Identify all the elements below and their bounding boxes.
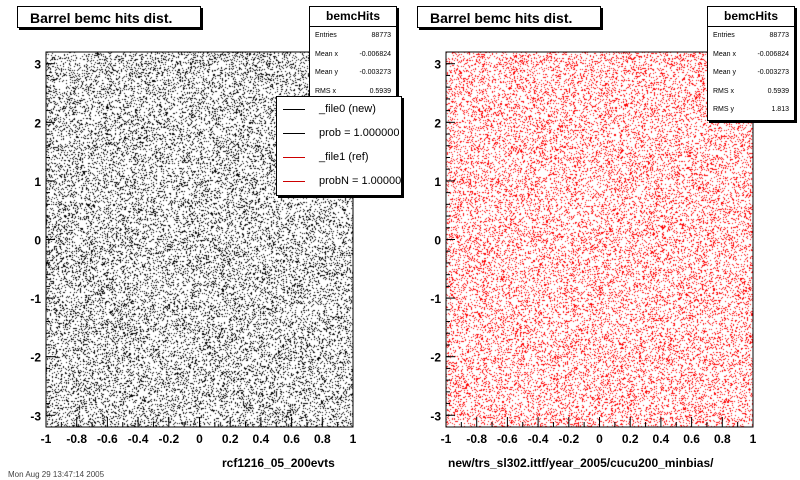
stats-row-mean-y: Mean y -0.003273 (713, 69, 789, 76)
y-tick-label: 2 (434, 116, 441, 130)
y-tick-label: -3 (430, 409, 441, 423)
stats-row-mean-x: Mean x -0.006824 (713, 50, 789, 58)
legend-entry-file1: _file1 (ref) (277, 145, 401, 169)
stats-row-entries: Entries 88773 (713, 32, 789, 39)
stats-title: bemcHits (310, 7, 396, 27)
x-tick-label: -0.4 (528, 432, 549, 446)
scatter-points-canvas (446, 52, 753, 427)
y-tick-label: -1 (430, 292, 441, 306)
y-tick-label: 0 (434, 234, 441, 248)
x-axis-label: rcf1216_05_200evts (222, 456, 335, 470)
right-histogram-pad: Barrel bemc hits dist. -1 -0.8 -0.6 -0.4 -0.… (400, 0, 800, 480)
left-histogram-pad: Barrel bemc hits dist. -1 -0.8 -0.6 -0.4 -0.… (17, 6, 402, 470)
legend-entry-prob: prob = 1.000000 (277, 121, 401, 145)
legend-entry-probn: probN = 1.000000 (277, 169, 401, 193)
x-tick-label: -0.6 (497, 432, 518, 446)
x-tick-label: 0.6 (283, 432, 300, 446)
y-tick-label: 1 (434, 175, 441, 189)
x-tick-label: 0.6 (683, 432, 700, 446)
x-tick-label: -1 (41, 432, 52, 446)
y-tick-label: 2 (34, 116, 41, 130)
x-tick-label: -0.2 (558, 432, 579, 446)
x-tick-label: 0.8 (714, 432, 731, 446)
chart-title: Barrel bemc hits dist. (417, 6, 601, 28)
x-tick-label: 1 (750, 432, 757, 446)
legend-line (283, 180, 305, 182)
y-tick-label: 1 (34, 175, 41, 189)
x-tick-label: 0 (596, 432, 603, 446)
x-tick-label: 1 (350, 432, 357, 446)
legend-line (283, 156, 305, 158)
stats-row-rms-y: RMS y 1.813 (713, 106, 789, 113)
x-tick-label: -1 (441, 432, 452, 446)
stats-row-mean-y: Mean y -0.003273 (315, 69, 391, 76)
x-tick-label: 0.4 (253, 432, 270, 446)
y-tick-label: 0 (34, 234, 41, 248)
y-tick-label: -2 (30, 351, 41, 365)
y-tick-label: 3 (434, 58, 441, 72)
x-tick-label: 0.2 (222, 432, 239, 446)
x-axis-label: new/trs_sl302.ittf/year_2005/cucu200_min… (448, 456, 714, 470)
stats-box: bemcHits Entries 88773 Mean x -0.006824 Me… (707, 6, 795, 121)
y-tick-label: -2 (430, 351, 441, 365)
stats-title: bemcHits (708, 7, 794, 27)
x-tick-label: -0.8 (466, 432, 487, 446)
footer-timestamp: Mon Aug 29 13:47:14 2005 (8, 470, 105, 479)
stats-row-mean-x: Mean x -0.006824 (315, 50, 391, 58)
y-tick-label: -3 (30, 409, 41, 423)
stats-box: bemcHits Entries 88773 Mean x -0.006824 Me… (309, 6, 397, 102)
x-tick-label: -0.6 (97, 432, 118, 446)
stats-row-rms-x: RMS x 0.5939 (315, 87, 391, 95)
chart-title: Barrel bemc hits dist. (17, 6, 201, 28)
x-tick-label: 0.4 (653, 432, 670, 446)
x-tick-label: 0.2 (622, 432, 639, 446)
stats-row-rms-x: RMS x 0.5939 (713, 87, 789, 95)
x-tick-label: 0 (196, 432, 203, 446)
stats-row-entries: Entries 88773 (315, 32, 391, 39)
x-tick-label: -0.8 (66, 432, 87, 446)
x-tick-label: 0.8 (314, 432, 331, 446)
scatter-points (446, 52, 753, 427)
x-tick-label: -0.2 (158, 432, 179, 446)
legend-line (283, 132, 305, 134)
legend-line (283, 108, 305, 110)
x-tick-label: -0.4 (128, 432, 149, 446)
legend-entry-file0: _file0 (new) (277, 97, 401, 121)
y-tick-label: 3 (34, 58, 41, 72)
y-tick-label: -1 (30, 292, 41, 306)
right-scatter-plot: -1 -0.8 -0.6 -0.4 -0.2 0 0.2 0.4 0.6 0.8 1 -3 -2 -1 0 1… (430, 51, 757, 446)
legend: _file0 (new) prob = 1.000000 _file1 (ref… (276, 96, 402, 196)
